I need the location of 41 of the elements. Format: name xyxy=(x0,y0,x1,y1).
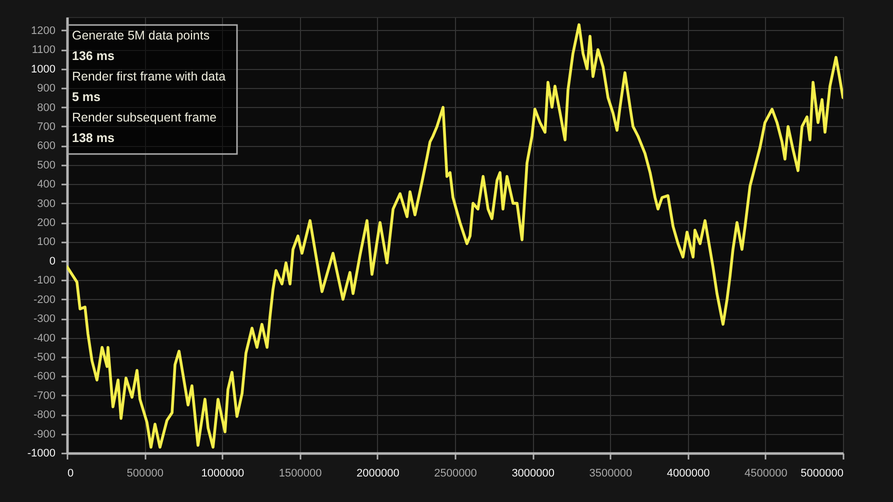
y-tick-label: 0 xyxy=(49,255,56,268)
x-tick-label: 0 xyxy=(68,468,74,480)
y-tick-label: 500 xyxy=(37,159,56,172)
y-tick-label: -400 xyxy=(33,332,56,344)
y-tick-label: 300 xyxy=(37,198,56,210)
line-series xyxy=(67,23,843,449)
annotation: Render first frame with data xyxy=(72,69,226,84)
y-tick-label: 800 xyxy=(37,102,56,114)
annotation: 138 ms xyxy=(72,130,114,145)
y-tick-label: -300 xyxy=(33,313,56,326)
annotation: Generate 5M data points xyxy=(72,28,210,42)
y-tick-label: -100 xyxy=(33,274,56,287)
x-tick-label: 500000 xyxy=(126,468,164,480)
y-tick-label: 200 xyxy=(37,217,56,230)
y-tick-label: -800 xyxy=(33,409,56,422)
y-tick-label: 700 xyxy=(37,120,56,133)
y-tick-label: -900 xyxy=(33,428,56,440)
x-tick-label: 5000000 xyxy=(800,468,844,480)
y-tick-label: -500 xyxy=(33,351,56,364)
x-tick-label: 4000000 xyxy=(666,468,710,480)
y-tick-label: 900 xyxy=(37,82,56,95)
y-tick-label: 1200 xyxy=(31,24,56,37)
y-tick-label: -600 xyxy=(33,370,56,383)
y-tick-label: 400 xyxy=(37,178,56,191)
y-tick-label: 1000 xyxy=(31,63,56,76)
annotation: 136 ms xyxy=(72,48,114,63)
annotation: Render subsequent frame xyxy=(72,110,217,124)
y-tick-label: 600 xyxy=(37,140,56,152)
y-tick-label: -700 xyxy=(33,390,56,402)
x-tick-label: 1500000 xyxy=(278,468,322,480)
x-tick-label: 4500000 xyxy=(744,468,788,480)
y-tick-label: 100 xyxy=(37,236,56,248)
x-tick-label: 2000000 xyxy=(356,468,400,480)
y-tick-label: -1000 xyxy=(27,448,56,460)
x-tick-label: 3500000 xyxy=(589,468,632,480)
x-tick-label: 3000000 xyxy=(512,468,555,480)
annotation: 5 ms xyxy=(72,90,101,104)
y-tick-label: -200 xyxy=(33,294,56,306)
y-tick-label: 1100 xyxy=(32,44,56,56)
x-tick-label: 2500000 xyxy=(434,468,477,480)
x-tick-label: 1000000 xyxy=(201,468,244,480)
